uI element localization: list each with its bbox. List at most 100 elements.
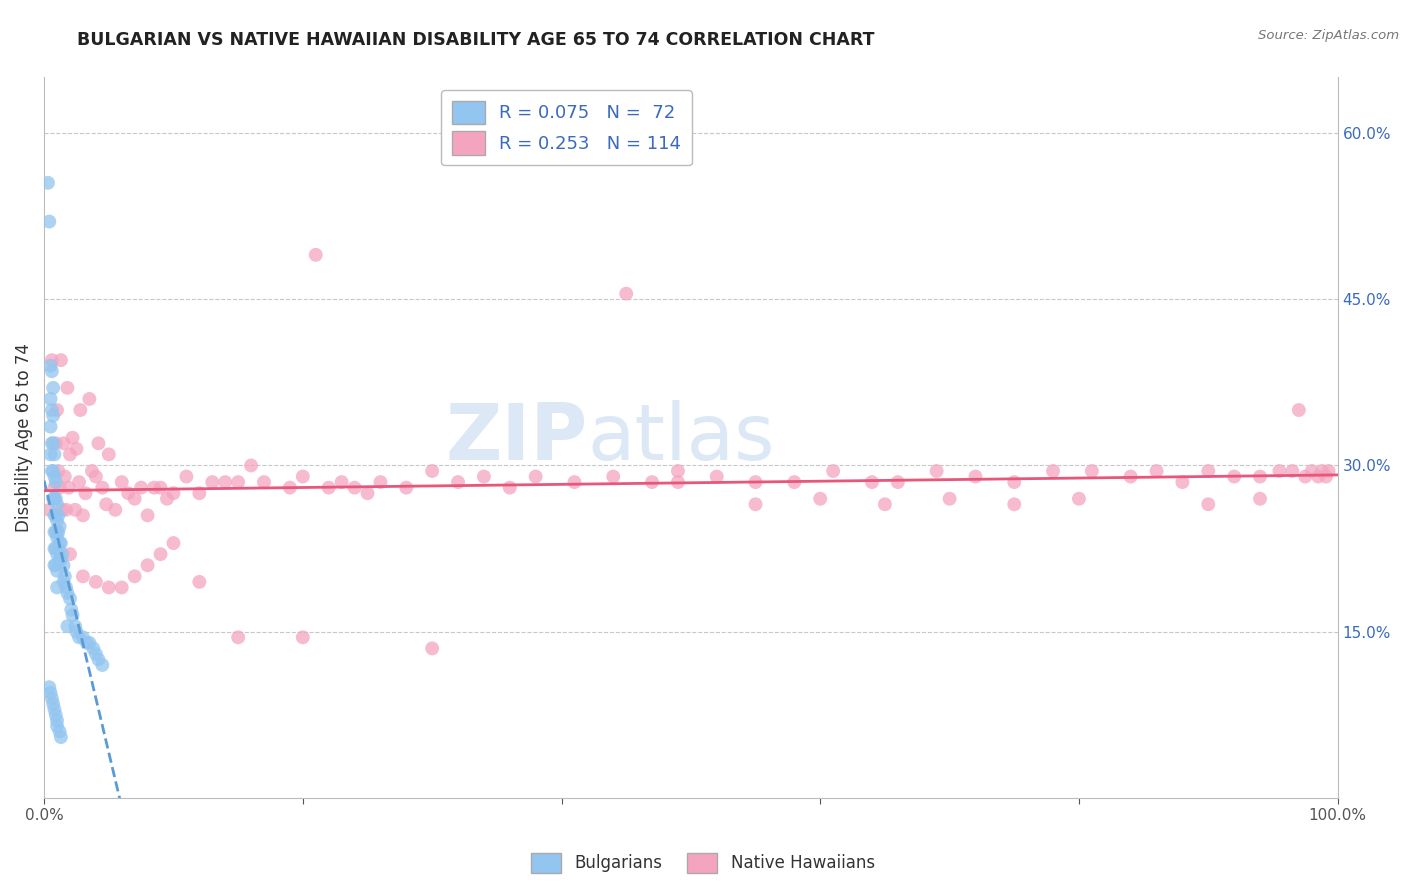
Point: [63, 503, 86, 517]
Point: [44, 491, 66, 506]
Point: [1310, 464, 1333, 478]
Point: [52, 436, 75, 450]
Point: [447, 475, 470, 489]
Point: [56, 586, 79, 600]
Point: [420, 464, 443, 478]
Point: [84, 469, 107, 483]
Point: [44, 702, 66, 716]
Point: [80, 464, 103, 478]
Point: [49, 536, 72, 550]
Point: [45, 491, 67, 506]
Point: [1288, 403, 1310, 417]
Point: [46, 541, 69, 556]
Point: [48, 481, 70, 495]
Point: [44, 508, 66, 523]
Point: [82, 641, 104, 656]
Point: [42, 436, 65, 450]
Point: [136, 558, 159, 573]
Point: [201, 475, 224, 489]
Point: [69, 403, 91, 417]
Point: [129, 481, 152, 495]
Point: [49, 353, 72, 368]
Point: [37, 176, 59, 190]
Point: [162, 536, 184, 550]
Point: [44, 447, 66, 461]
Point: [111, 475, 134, 489]
Point: [49, 730, 72, 744]
Point: [1067, 491, 1090, 506]
Point: [253, 475, 276, 489]
Point: [965, 469, 987, 483]
Point: [48, 724, 70, 739]
Point: [48, 519, 70, 533]
Point: [67, 475, 90, 489]
Point: [72, 630, 94, 644]
Point: [614, 286, 637, 301]
Point: [42, 697, 65, 711]
Point: [45, 436, 67, 450]
Point: [45, 508, 67, 523]
Point: [42, 464, 65, 478]
Point: [1308, 469, 1330, 483]
Text: Source: ZipAtlas.com: Source: ZipAtlas.com: [1258, 29, 1399, 42]
Point: [97, 581, 120, 595]
Point: [41, 691, 63, 706]
Point: [42, 381, 65, 395]
Point: [46, 547, 69, 561]
Point: [124, 491, 146, 506]
Point: [1002, 497, 1025, 511]
Point: [46, 403, 69, 417]
Point: [46, 524, 69, 539]
Point: [214, 475, 236, 489]
Point: [420, 641, 443, 656]
Point: [46, 508, 69, 523]
Point: [59, 591, 82, 606]
Point: [51, 547, 73, 561]
Point: [46, 581, 69, 595]
Point: [51, 503, 73, 517]
Point: [67, 630, 90, 644]
Point: [873, 497, 896, 511]
Point: [53, 569, 76, 583]
Point: [188, 574, 211, 589]
Legend: Bulgarians, Native Hawaiians: Bulgarians, Native Hawaiians: [524, 847, 882, 880]
Point: [39, 447, 62, 461]
Point: [72, 508, 94, 523]
Point: [706, 469, 728, 483]
Point: [188, 486, 211, 500]
Point: [602, 469, 624, 483]
Point: [65, 624, 87, 639]
Point: [104, 503, 127, 517]
Text: BULGARIAN VS NATIVE HAWAIIAN DISABILITY AGE 65 TO 74 CORRELATION CHART: BULGARIAN VS NATIVE HAWAIIAN DISABILITY …: [77, 31, 875, 49]
Point: [356, 486, 378, 500]
Point: [46, 514, 69, 528]
Point: [55, 503, 77, 517]
Legend: R = 0.075   N =  72, R = 0.253   N = 114: R = 0.075 N = 72, R = 0.253 N = 114: [441, 90, 692, 165]
Point: [291, 630, 314, 644]
Point: [39, 392, 62, 406]
Point: [52, 574, 75, 589]
Point: [744, 475, 766, 489]
Point: [41, 364, 63, 378]
Point: [46, 531, 69, 545]
Point: [53, 469, 76, 483]
Point: [44, 558, 66, 573]
Point: [1268, 464, 1291, 478]
Point: [1119, 469, 1142, 483]
Point: [1223, 469, 1246, 483]
Point: [666, 475, 689, 489]
Point: [143, 481, 166, 495]
Point: [41, 353, 63, 368]
Point: [278, 481, 301, 495]
Point: [887, 475, 910, 489]
Point: [808, 491, 831, 506]
Point: [1081, 464, 1104, 478]
Point: [44, 469, 66, 483]
Point: [91, 658, 114, 673]
Point: [111, 581, 134, 595]
Point: [91, 481, 114, 495]
Point: [45, 558, 67, 573]
Point: [45, 707, 67, 722]
Point: [472, 469, 495, 483]
Point: [1317, 464, 1340, 478]
